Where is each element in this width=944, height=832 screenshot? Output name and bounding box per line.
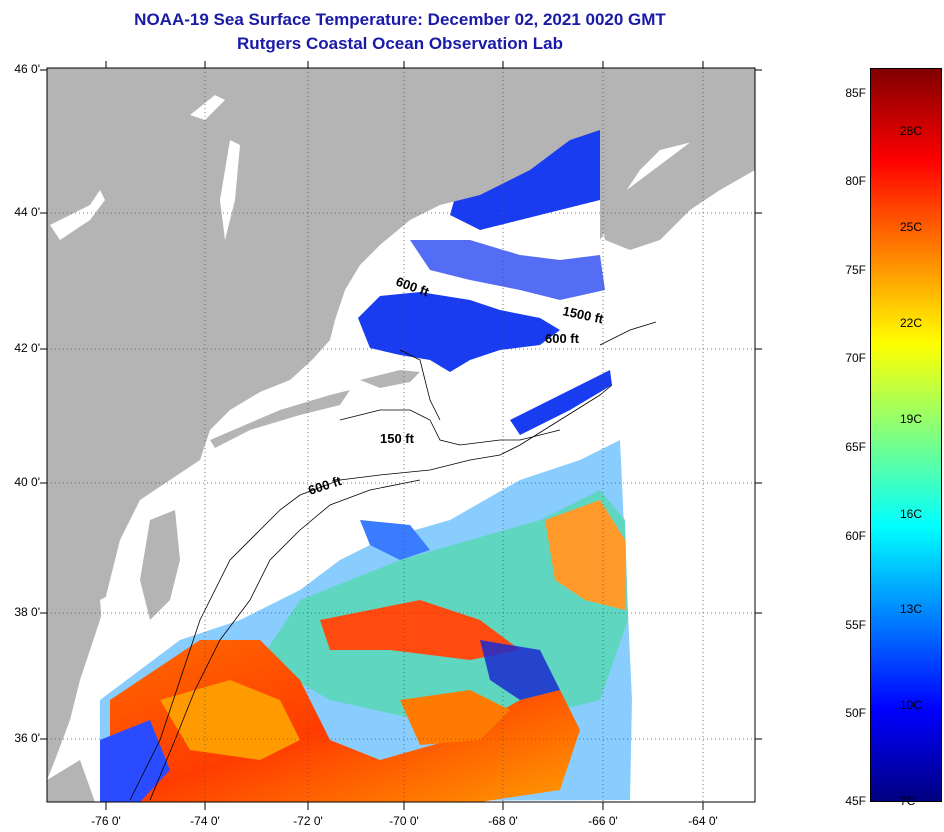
lon-label: -68 0' (488, 814, 518, 828)
colorbar-c-label: 22C (900, 316, 923, 330)
lat-label: 44 0' (14, 205, 40, 219)
gulf-of-maine-cold-water (48, 125, 612, 435)
land (47, 68, 755, 802)
axis-ticks (40, 61, 762, 810)
colorbar-f-label: 85F (845, 86, 866, 100)
lon-label: -70 0' (389, 814, 419, 828)
colorbar-c-label: 19C (900, 412, 923, 426)
map-frame (46, 67, 756, 803)
lon-label: -72 0' (293, 814, 323, 828)
colorbar-f-label: 65F (845, 440, 866, 454)
colorbar-c-label: 28C (900, 124, 923, 138)
colorbar-f-label: 45F (845, 794, 866, 808)
colorbar-f-label: 60F (845, 529, 866, 543)
lat-label: 40 0' (14, 475, 40, 489)
contour-label-150ft: 150 ft (380, 431, 415, 446)
colorbar-f-label: 70F (845, 351, 866, 365)
map-title: NOAA-19 Sea Surface Temperature: Decembe… (134, 10, 666, 29)
lat-label: 38 0' (14, 605, 40, 619)
colorbar-c-label: 10C (900, 698, 923, 712)
temperature-colorbar (870, 68, 942, 802)
map-subtitle: Rutgers Coastal Ocean Observation Lab (237, 34, 563, 53)
lon-label: -64 0' (688, 814, 718, 828)
inland-water (50, 95, 240, 680)
lon-label: -66 0' (588, 814, 618, 828)
lat-label: 36 0' (14, 731, 40, 745)
sst-imagery (100, 440, 632, 802)
contour-label-600ft-east: 600 ft (545, 331, 580, 346)
lon-label: -74 0' (190, 814, 220, 828)
colorbar-c-label: 16C (900, 507, 923, 521)
bathymetry-contours (129, 321, 657, 801)
lat-label: 46 0' (14, 62, 40, 76)
contour-labels: 600 ft 1500 ft 600 ft 150 ft 600 ft (306, 274, 605, 498)
colorbar-c-label: 7C (900, 794, 916, 808)
colorbar-c-label: 13C (900, 602, 923, 616)
colorbar-f-label: 55F (845, 618, 866, 632)
colorbar-c-label: 25C (900, 220, 923, 234)
colorbar-f-label: 50F (845, 706, 866, 720)
lon-label: -76 0' (91, 814, 121, 828)
colorbar-f-label: 80F (845, 174, 866, 188)
colorbar-f-label: 75F (845, 263, 866, 277)
lat-label: 42 0' (14, 341, 40, 355)
